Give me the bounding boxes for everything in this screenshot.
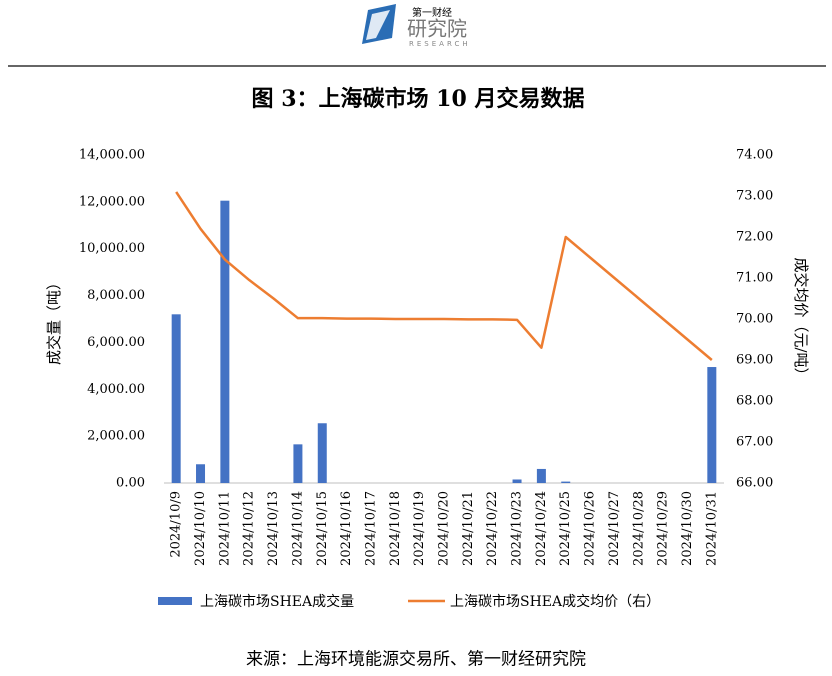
x-tick-label: 2024/10/17 <box>363 491 378 566</box>
legend-label: 上海碳市场SHEA成交均价（右） <box>450 593 660 610</box>
x-tick-label: 2024/10/12 <box>242 491 257 566</box>
bar <box>317 423 327 483</box>
x-tick-label: 2024/10/20 <box>437 491 452 566</box>
x-tick-label: 2024/10/14 <box>290 491 305 566</box>
bar <box>293 444 303 483</box>
y-tick-label: 8,000.00 <box>87 288 145 303</box>
bar <box>536 468 546 483</box>
y2-tick-label: 70.00 <box>736 312 773 327</box>
line <box>175 191 713 361</box>
x-tick-label: 2024/10/13 <box>266 491 281 566</box>
y-tick-label: 4,000.00 <box>87 382 145 397</box>
bar <box>196 464 206 483</box>
y2-tick-label: 74.00 <box>736 148 773 163</box>
y-tick-label: 0.00 <box>116 476 145 491</box>
logo: 第一财经 研究院 RESEARCH <box>362 4 471 48</box>
x-tick-label: 2024/10/16 <box>339 491 354 566</box>
chart-title: 图 3：上海碳市场 10 月交易数据 <box>252 86 585 112</box>
bar <box>561 481 571 483</box>
x-tick-label: 2024/10/18 <box>388 491 403 566</box>
legend-swatch <box>158 597 192 605</box>
x-tick-label: 2024/10/28 <box>631 491 646 566</box>
x-tick-label: 2024/10/29 <box>656 491 671 566</box>
x-tick-label: 2024/10/21 <box>461 491 476 566</box>
bar <box>220 200 230 483</box>
y-tick-label: 2,000.00 <box>87 429 145 444</box>
y-axis-label: 成交量（吨） <box>45 275 63 365</box>
x-tick-label: 2024/10/30 <box>680 491 695 566</box>
y2-tick-label: 72.00 <box>736 230 773 245</box>
x-tick-label: 2024/10/9 <box>169 491 184 558</box>
legend-label: 上海碳市场SHEA成交量 <box>200 593 354 610</box>
logo-icon-highlight <box>366 10 390 40</box>
y2-tick-label: 71.00 <box>736 271 773 286</box>
x-tick-label: 2024/10/19 <box>412 491 427 566</box>
y2-tick-label: 73.00 <box>736 189 773 204</box>
x-tick-label: 2024/10/31 <box>704 491 719 566</box>
y2-tick-label: 68.00 <box>736 394 773 409</box>
y2-tick-label: 66.00 <box>736 476 773 491</box>
x-tick-label: 2024/10/24 <box>534 491 549 566</box>
logo-main: 研究院 <box>407 17 467 41</box>
x-tick-label: 2024/10/22 <box>485 491 500 566</box>
x-tick-label: 2024/10/25 <box>558 491 573 566</box>
x-tick-label: 2024/10/11 <box>217 491 232 566</box>
x-tick-label: 2024/10/10 <box>193 491 208 566</box>
y-tick-label: 12,000.00 <box>79 194 145 209</box>
bar <box>512 479 522 483</box>
x-tick-label: 2024/10/26 <box>583 491 598 566</box>
x-tick-label: 2024/10/15 <box>315 491 330 566</box>
x-tick-label: 2024/10/23 <box>510 491 525 566</box>
y-tick-label: 14,000.00 <box>79 148 145 163</box>
y2-tick-label: 67.00 <box>736 435 773 450</box>
logo-top: 第一财经 <box>412 6 452 19</box>
logo-sub: RESEARCH <box>409 40 471 48</box>
y2-axis-label: 成交均价（元/吨） <box>792 257 810 382</box>
x-tick-label: 2024/10/27 <box>607 491 622 566</box>
bar <box>707 367 717 483</box>
y2-tick-label: 69.00 <box>736 353 773 368</box>
bar <box>171 314 181 483</box>
y-tick-label: 6,000.00 <box>87 335 145 350</box>
y-tick-label: 10,000.00 <box>79 241 145 256</box>
source: 来源：上海环境能源交易所、第一财经研究院 <box>246 650 586 670</box>
